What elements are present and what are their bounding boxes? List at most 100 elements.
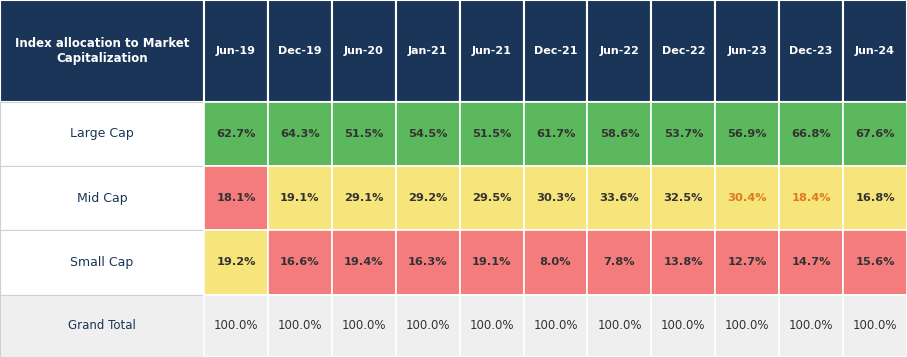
Bar — [588, 230, 651, 295]
Bar — [268, 0, 332, 102]
Bar — [844, 230, 907, 295]
Text: 30.3%: 30.3% — [536, 193, 575, 203]
Text: 61.7%: 61.7% — [536, 129, 575, 139]
Text: Jun-24: Jun-24 — [855, 46, 895, 56]
Bar — [651, 0, 716, 102]
Bar — [268, 230, 332, 295]
Bar — [779, 230, 844, 295]
Bar — [460, 166, 523, 230]
Text: Jun-22: Jun-22 — [600, 46, 639, 56]
Text: 29.1%: 29.1% — [344, 193, 384, 203]
Bar — [779, 295, 844, 357]
Bar — [779, 102, 844, 166]
Bar — [0, 0, 204, 102]
Text: 16.8%: 16.8% — [855, 193, 895, 203]
Bar — [651, 230, 716, 295]
Bar — [204, 102, 268, 166]
Bar — [588, 166, 651, 230]
Bar — [268, 295, 332, 357]
Text: 33.6%: 33.6% — [600, 193, 639, 203]
Bar — [204, 295, 268, 357]
Text: 54.5%: 54.5% — [408, 129, 447, 139]
Text: 64.3%: 64.3% — [280, 129, 320, 139]
Text: 100.0%: 100.0% — [533, 319, 578, 332]
Bar — [0, 230, 204, 295]
Text: Small Cap: Small Cap — [71, 256, 133, 269]
Text: 32.5%: 32.5% — [664, 193, 703, 203]
Bar — [651, 295, 716, 357]
Bar — [523, 166, 588, 230]
Bar — [332, 230, 395, 295]
Text: 100.0%: 100.0% — [278, 319, 322, 332]
Text: Large Cap: Large Cap — [70, 127, 134, 140]
Bar — [716, 166, 779, 230]
Bar — [395, 295, 460, 357]
Text: 14.7%: 14.7% — [792, 257, 831, 267]
Text: 100.0%: 100.0% — [214, 319, 258, 332]
Bar — [460, 102, 523, 166]
Bar — [651, 102, 716, 166]
Bar — [204, 166, 268, 230]
Bar — [716, 295, 779, 357]
Text: 29.5%: 29.5% — [472, 193, 512, 203]
Text: 62.7%: 62.7% — [216, 129, 256, 139]
Text: 30.4%: 30.4% — [727, 193, 767, 203]
Bar — [332, 295, 395, 357]
Bar — [395, 230, 460, 295]
Text: 7.8%: 7.8% — [604, 257, 635, 267]
Text: 100.0%: 100.0% — [725, 319, 769, 332]
Text: 19.2%: 19.2% — [216, 257, 256, 267]
Bar — [523, 0, 588, 102]
Bar — [332, 102, 395, 166]
Text: Dec-19: Dec-19 — [278, 46, 322, 56]
Bar — [332, 0, 395, 102]
Text: 18.4%: 18.4% — [791, 193, 831, 203]
Text: Jun-23: Jun-23 — [727, 46, 767, 56]
Text: 13.8%: 13.8% — [664, 257, 703, 267]
Bar — [844, 295, 907, 357]
Bar — [395, 166, 460, 230]
Text: 12.7%: 12.7% — [727, 257, 767, 267]
Text: Grand Total: Grand Total — [68, 319, 136, 332]
Bar — [844, 166, 907, 230]
Bar — [588, 295, 651, 357]
Text: 100.0%: 100.0% — [853, 319, 897, 332]
Text: 100.0%: 100.0% — [405, 319, 450, 332]
Bar — [588, 0, 651, 102]
Bar — [0, 295, 204, 357]
Bar — [716, 0, 779, 102]
Text: 29.2%: 29.2% — [408, 193, 447, 203]
Bar — [844, 102, 907, 166]
Text: Index allocation to Market
Capitalization: Index allocation to Market Capitalizatio… — [15, 37, 190, 65]
Text: 19.4%: 19.4% — [344, 257, 384, 267]
Text: Dec-22: Dec-22 — [661, 46, 705, 56]
Text: 15.6%: 15.6% — [855, 257, 895, 267]
Bar — [460, 0, 523, 102]
Bar — [716, 230, 779, 295]
Bar — [0, 166, 204, 230]
Bar — [460, 295, 523, 357]
Text: 19.1%: 19.1% — [472, 257, 512, 267]
Bar — [523, 102, 588, 166]
Bar — [460, 230, 523, 295]
Bar — [844, 0, 907, 102]
Bar — [0, 102, 204, 166]
Text: 66.8%: 66.8% — [791, 129, 831, 139]
Bar — [204, 230, 268, 295]
Text: 56.9%: 56.9% — [727, 129, 767, 139]
Text: 18.1%: 18.1% — [216, 193, 256, 203]
Bar — [588, 102, 651, 166]
Text: 51.5%: 51.5% — [344, 129, 384, 139]
Text: 58.6%: 58.6% — [600, 129, 639, 139]
Text: Jun-19: Jun-19 — [216, 46, 256, 56]
Bar — [204, 0, 268, 102]
Text: 67.6%: 67.6% — [855, 129, 895, 139]
Text: 19.1%: 19.1% — [280, 193, 319, 203]
Text: Dec-21: Dec-21 — [534, 46, 577, 56]
Bar — [395, 102, 460, 166]
Bar — [779, 0, 844, 102]
Text: 16.6%: 16.6% — [280, 257, 320, 267]
Bar — [523, 295, 588, 357]
Text: Jun-20: Jun-20 — [344, 46, 384, 56]
Text: Jan-21: Jan-21 — [408, 46, 447, 56]
